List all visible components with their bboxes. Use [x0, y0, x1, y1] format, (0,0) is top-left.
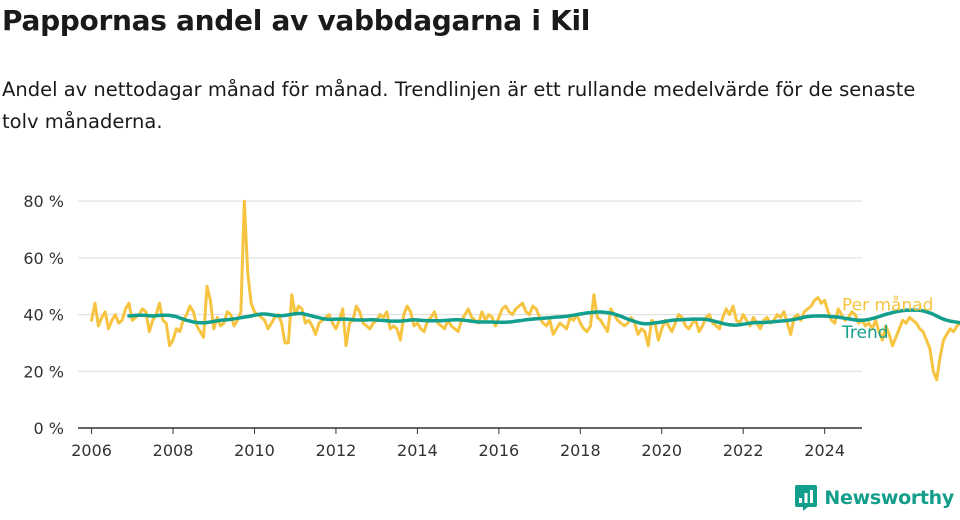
y-tick-label: 40 % — [23, 306, 64, 325]
x-tick-label: 2006 — [71, 441, 112, 460]
chart-title: Pappornas andel av vabbdagarna i Kil — [2, 4, 591, 37]
y-axis: 0 % 20 % 40 % 60 % 80 % — [23, 192, 64, 438]
x-tick-label: 2012 — [316, 441, 357, 460]
x-tick-label: 2020 — [641, 441, 682, 460]
series-line-trend — [127, 308, 960, 327]
y-tick-label: 20 % — [23, 362, 64, 381]
x-tick-label: 2016 — [478, 441, 519, 460]
x-axis: 2006 2008 2010 2012 2014 2016 2018 2020 2022 2024 — [71, 428, 845, 460]
x-tick-label: 2018 — [560, 441, 601, 460]
chart-subtitle: Andel av nettodagar månad för månad. Tre… — [2, 78, 916, 133]
series-line-per-manad — [90, 199, 960, 382]
brand-name: Newsworthy — [824, 487, 954, 509]
newsworthy-chart-bubble-icon — [795, 485, 818, 511]
x-tick-label: 2010 — [234, 441, 275, 460]
series-lines — [90, 199, 960, 382]
x-tick-label: 2022 — [723, 441, 764, 460]
series-label-trend: Trend — [841, 323, 889, 343]
series-label-per-manad: Per månad — [842, 295, 933, 316]
series-labels: Per månad Trend — [841, 295, 933, 344]
x-tick-label: 2024 — [804, 441, 845, 460]
x-tick-label: 2014 — [397, 441, 438, 460]
y-tick-label: 80 % — [23, 192, 64, 211]
x-tick-label: 2008 — [153, 441, 194, 460]
newsworthy-brand: Newsworthy — [794, 484, 954, 512]
y-tick-label: 60 % — [23, 249, 64, 268]
y-tick-label: 0 % — [34, 419, 64, 438]
